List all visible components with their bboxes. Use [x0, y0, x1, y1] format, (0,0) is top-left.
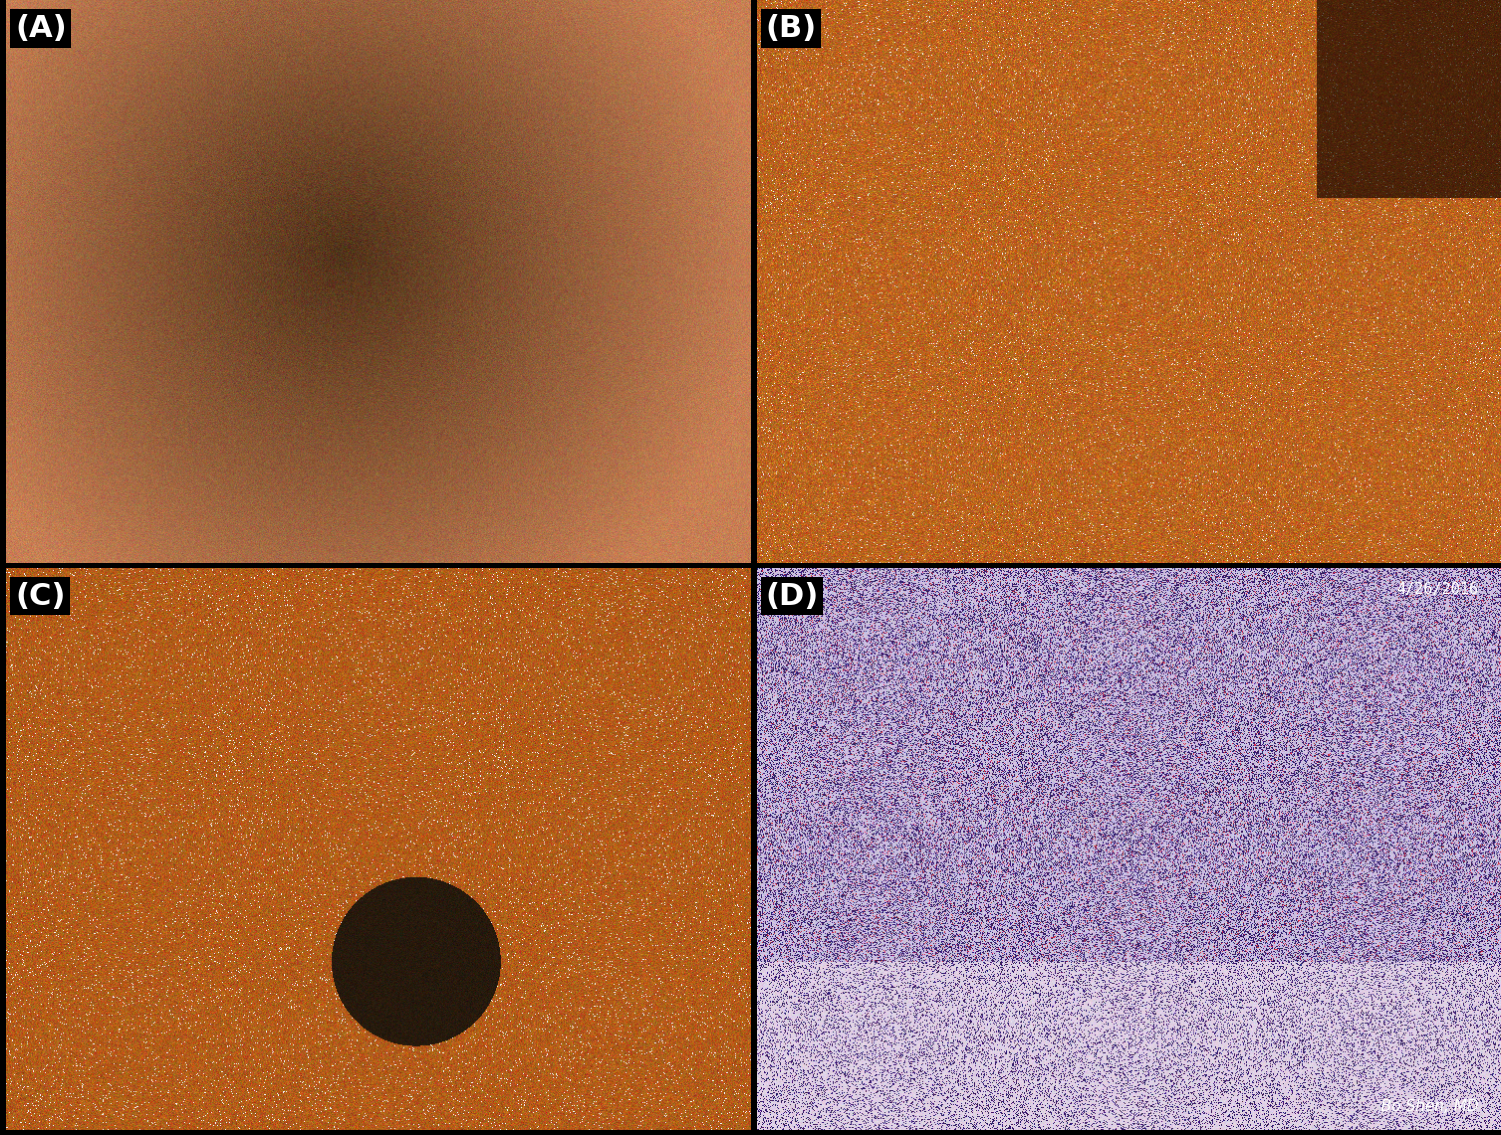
Text: 4/26/2016: 4/26/2016 — [1396, 581, 1478, 597]
Text: Bo Shen, MD: Bo Shen, MD — [1381, 1099, 1478, 1113]
Text: (C): (C) — [15, 581, 66, 611]
Text: (A): (A) — [15, 14, 66, 43]
Text: (D): (D) — [766, 581, 818, 611]
Text: (B): (B) — [766, 14, 817, 43]
